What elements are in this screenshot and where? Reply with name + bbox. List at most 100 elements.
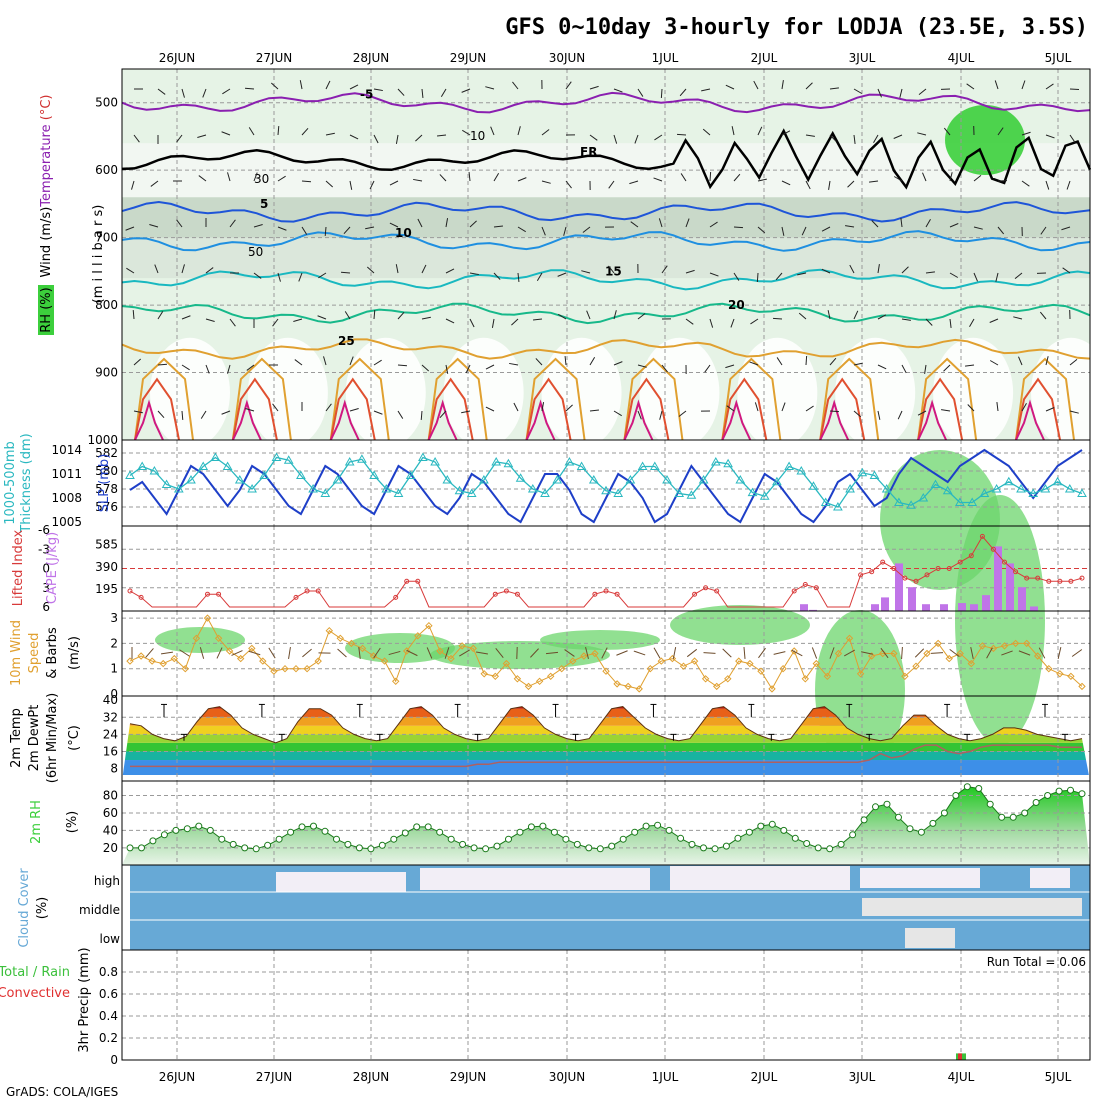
wind-speed-marker xyxy=(801,675,810,683)
wind-barb xyxy=(925,218,931,228)
rh-marker xyxy=(940,809,948,817)
wind-barb xyxy=(439,410,447,419)
thickness-marker xyxy=(674,488,685,497)
wind-barb xyxy=(373,134,379,144)
rh-marker xyxy=(895,813,902,821)
wind-barb xyxy=(1045,407,1055,412)
lifted-index-marker xyxy=(614,591,620,597)
cape-bar xyxy=(1030,606,1038,611)
thickness-marker xyxy=(198,461,209,470)
rh-marker xyxy=(596,845,604,853)
wind-barb xyxy=(1045,180,1050,190)
cape-bar xyxy=(800,604,808,611)
wind-barb xyxy=(637,364,647,368)
rh-dry-column xyxy=(1031,337,1100,448)
temp-line xyxy=(129,706,1083,744)
wind-barb xyxy=(1039,311,1047,320)
rh-marker xyxy=(264,841,272,849)
top-date-label: 27JUN xyxy=(256,51,293,65)
wind-barb xyxy=(253,172,258,182)
wind-barb xyxy=(317,315,327,320)
slp-line xyxy=(129,448,1083,524)
bottom-date-label: 2JUL xyxy=(751,1070,778,1084)
wind-speed-marker xyxy=(513,675,522,683)
lifted-index-marker xyxy=(968,553,974,559)
rh-band xyxy=(122,237,1090,279)
y-tick-label: 500 xyxy=(95,96,118,110)
wind-barb xyxy=(1069,134,1076,143)
wind-barb xyxy=(445,268,455,274)
wind-barb xyxy=(216,647,223,659)
thickness-marker xyxy=(845,483,855,493)
wind-barb xyxy=(222,88,231,95)
wind-barb xyxy=(509,362,519,366)
rh-marker xyxy=(160,831,168,839)
wind-barb xyxy=(517,126,521,136)
isotherm-line xyxy=(121,91,1091,114)
rh-marker xyxy=(527,823,535,831)
lifted-index-marker xyxy=(979,533,985,539)
lifted-index-marker xyxy=(293,594,299,600)
lifted-index-marker xyxy=(924,572,930,578)
wind-barb xyxy=(637,88,644,97)
wind-barb xyxy=(680,173,687,182)
thickness-marker xyxy=(637,461,648,470)
wind-barb xyxy=(157,311,164,320)
y-label-part: SLP (mb) xyxy=(97,454,112,513)
wind-barb xyxy=(337,648,347,658)
wind-speed-marker xyxy=(502,659,511,668)
wind-barb xyxy=(397,364,408,367)
rh-marker xyxy=(138,844,145,852)
boundary-layer-contour xyxy=(525,377,572,441)
cape-bar xyxy=(1006,563,1014,611)
thickness-marker xyxy=(1064,483,1075,493)
wind-barb xyxy=(970,647,974,659)
thickness-marker xyxy=(369,470,379,479)
boundary-layer-contour xyxy=(721,399,752,441)
wind-barb xyxy=(541,180,551,184)
rh-legend-swatch xyxy=(38,285,54,335)
boundary-layer-contour xyxy=(231,357,292,441)
temp-ylabel-a: 2m Temp xyxy=(9,708,24,768)
wind-barb xyxy=(613,88,623,93)
wind-barb xyxy=(781,402,786,412)
wind-barb xyxy=(513,402,519,412)
wind-barb xyxy=(901,646,903,660)
rh-marker xyxy=(780,826,788,834)
wind-barb xyxy=(349,180,353,190)
top-date-label: 28JUN xyxy=(353,51,390,65)
rh-marker xyxy=(241,844,249,852)
wind-speed-marker xyxy=(214,634,223,643)
wind-barb xyxy=(949,172,953,182)
dewpoint-line xyxy=(130,744,1082,768)
wind-speed-marker xyxy=(646,664,655,673)
wind-barb xyxy=(205,318,215,322)
rh-marker xyxy=(149,837,157,845)
wind-speed-marker xyxy=(657,657,666,665)
thickness-marker xyxy=(576,461,587,470)
wind-barb xyxy=(811,647,818,659)
isotherm-line xyxy=(121,268,1091,291)
rh-marker xyxy=(860,816,868,824)
cape-tick-label: 585 xyxy=(95,538,118,552)
y-tick-label: 1000 xyxy=(87,433,118,447)
wind-speed-marker xyxy=(934,639,942,648)
wind-barb xyxy=(1069,358,1078,366)
precip-ylabel-a: Total / Rain xyxy=(0,965,70,980)
wind-barb xyxy=(288,646,291,660)
wind-barb xyxy=(343,226,351,235)
cape-bar xyxy=(970,604,978,611)
thickness-marker xyxy=(710,456,721,466)
rh-dry-column xyxy=(345,337,426,448)
wind-speed-marker xyxy=(469,644,477,653)
wind-barb xyxy=(490,126,495,136)
y-label-part: 2m DewPt xyxy=(27,705,42,772)
wind-barb xyxy=(686,648,698,658)
wind-barb xyxy=(349,134,359,140)
wind-barb xyxy=(871,220,879,228)
wind-barb xyxy=(468,171,471,182)
rh-marker xyxy=(229,840,237,848)
wind-speed-marker xyxy=(912,662,920,670)
wind-speed-marker xyxy=(591,649,599,658)
y-label-part: Wind xyxy=(39,245,54,278)
